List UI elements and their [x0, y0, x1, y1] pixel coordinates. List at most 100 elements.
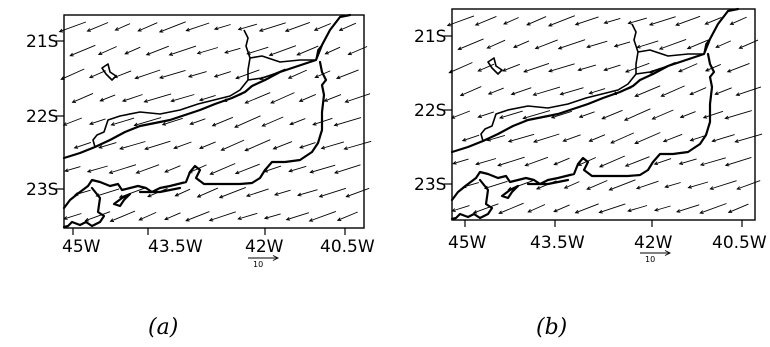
wind-vector-head [234, 124, 239, 128]
wind-vector [135, 69, 161, 79]
wind-vector-head [457, 46, 462, 51]
wind-vector [663, 133, 683, 142]
lon-label-40-5w: 40.5W [320, 237, 375, 257]
wind-vector [197, 187, 219, 198]
wind-vector [110, 210, 136, 222]
wind-vector [324, 94, 342, 102]
wind-vector-head [97, 51, 103, 56]
wind-vector-head [634, 93, 639, 97]
wind-vector-head [472, 209, 478, 214]
wind-vector-head [635, 185, 641, 190]
wind-vector-head [634, 140, 639, 144]
wind-vector [269, 45, 297, 56]
lon-axis: 45W 43.5W 42W 40.5W [448, 220, 767, 253]
wind-vector [502, 63, 520, 72]
wind-vector-head [727, 209, 733, 214]
wind-vector-head [474, 22, 480, 26]
lon-label-42w: 42W [245, 237, 284, 257]
wind-vector-head [244, 147, 249, 152]
lon-label-43-5w: 43.5W [148, 237, 203, 257]
wind-vector [238, 23, 258, 30]
wind-vector-head [601, 115, 606, 120]
wind-vector [548, 15, 575, 27]
wind-vector [586, 180, 608, 190]
wind-vector-head [658, 46, 664, 50]
wind-vector [589, 134, 606, 142]
wind-vector-head [313, 27, 319, 31]
wind-vector [122, 94, 143, 102]
wind-vector [715, 40, 731, 48]
wind-vector [247, 46, 269, 55]
wind-vector [199, 141, 216, 149]
wind-vector-head [343, 146, 348, 151]
wind-vector [334, 117, 362, 126]
map-panel-b: 21S 22S 23S 45W 43.5W 42W 40.5W 10 (b) [414, 7, 767, 340]
wind-vector [98, 46, 117, 55]
wind-vector [64, 166, 81, 172]
wind-vector-head [709, 186, 714, 190]
wind-vector [119, 187, 146, 198]
wind-vector [144, 140, 171, 150]
wind-vectors [446, 15, 763, 215]
wind-vector [700, 157, 726, 166]
wind-vector-head [198, 97, 204, 102]
wind-vector-head [526, 21, 531, 26]
lon-label-40-5w: 40.5W [712, 233, 767, 253]
wind-vector [652, 109, 674, 120]
wind-vector-head [627, 20, 632, 25]
wind-vector-head [588, 138, 593, 142]
wind-vector-head [299, 144, 304, 149]
wind-vector [737, 180, 761, 190]
reference-vector: 10 [248, 255, 280, 269]
wind-vector-head [244, 100, 249, 104]
wind-vector [473, 203, 499, 214]
wind-vector [715, 87, 732, 95]
wind-vector [173, 141, 192, 149]
wind-vector [212, 116, 234, 127]
wind-vector [678, 63, 698, 73]
wind-vector-head [662, 138, 668, 143]
wind-vector [634, 132, 661, 144]
wind-vector-head [699, 162, 705, 167]
wind-vector-head [577, 67, 582, 72]
panel-caption-a: (a) [148, 315, 178, 340]
wind-vector-head [308, 218, 314, 222]
wind-vector [554, 157, 570, 166]
wind-vector-head [624, 163, 630, 167]
wind-vector-head [598, 163, 604, 168]
wind-vector [525, 156, 549, 166]
wind-vector [264, 213, 281, 219]
wind-vector-head [574, 209, 580, 214]
wind-vector-head [714, 91, 719, 96]
wind-vector [654, 205, 671, 211]
wind-vector-head [309, 169, 314, 174]
wind-vector [513, 40, 530, 48]
wind-vector-head [559, 91, 564, 96]
wind-vector-head [270, 100, 275, 104]
wind-vector [725, 156, 752, 166]
wind-vector [635, 85, 661, 97]
wind-vector-head [653, 161, 659, 166]
wind-vector-head [689, 91, 694, 96]
wind-vector-head [135, 170, 140, 174]
wind-vector-head [475, 161, 480, 166]
lon-axis: 45W 43.5W 42W 40.5W [62, 228, 375, 257]
wind-vector [234, 115, 261, 128]
wind-vector [209, 211, 236, 221]
wind-vector [680, 111, 696, 118]
wind-vector [214, 24, 231, 30]
wind-vector-head [678, 161, 684, 165]
wind-vector [460, 86, 482, 96]
wind-vector-head [686, 45, 692, 50]
wind-vector-head [689, 137, 695, 142]
reference-vector-label: 10 [253, 260, 263, 269]
wind-vector [599, 203, 626, 214]
wind-vector [625, 62, 650, 73]
lat-label-23s: 23S [414, 175, 446, 195]
wind-vector [321, 141, 345, 149]
wind-vector [665, 182, 681, 188]
wind-vector [728, 203, 749, 213]
wind-vector [487, 134, 506, 141]
wind-vector [675, 15, 701, 26]
